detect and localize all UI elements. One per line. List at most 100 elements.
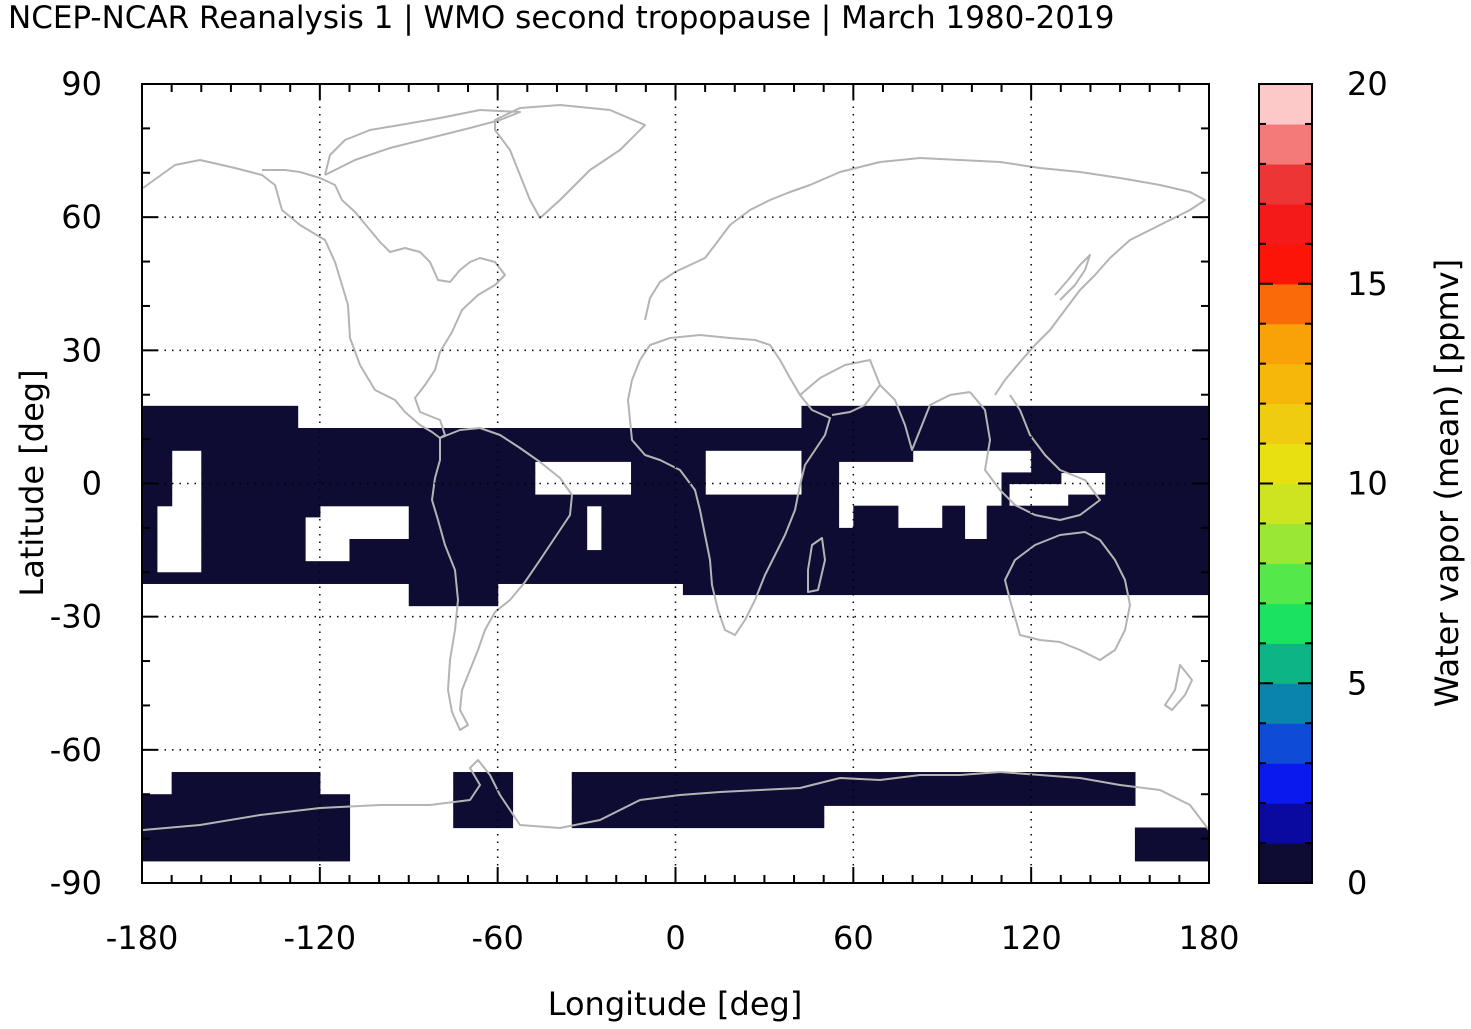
coastline-australia: [1004, 531, 1131, 661]
x-tick-label: 60: [833, 919, 874, 957]
data-cell: [142, 827, 351, 840]
data-cell: [453, 816, 514, 829]
colorbar-band: [1259, 363, 1312, 405]
y-tick-label: 0: [82, 465, 102, 503]
coastline-arctic-islands: [324, 109, 521, 176]
data-cell: [201, 450, 706, 462]
y-tick-label: -90: [50, 864, 102, 902]
coastline-africa: [627, 334, 831, 636]
data-cell: [801, 416, 1210, 429]
colorbar-band: [1259, 563, 1312, 604]
data-cell: [142, 516, 158, 529]
data-cell: [986, 516, 1210, 529]
data-cell: [1001, 494, 1010, 507]
data-cell: [453, 772, 514, 784]
y-tick-label: 90: [61, 65, 102, 103]
data-cell: [142, 450, 173, 462]
coastline-madagascar: [807, 537, 826, 593]
data-cell: [801, 483, 840, 496]
colorbar-band: [1259, 323, 1312, 365]
data-cell: [349, 550, 1210, 562]
data-cell: [142, 849, 351, 862]
data-cell: [201, 472, 536, 485]
x-tick-label: 180: [1178, 919, 1239, 957]
data-cell: [801, 461, 840, 474]
data-cell: [142, 405, 299, 418]
coastline-antarctica: [142, 759, 1210, 831]
colorbar-tick-label: 10: [1347, 465, 1388, 503]
colorbar: [1259, 84, 1312, 884]
data-cell: [631, 483, 706, 496]
data-cell: [601, 505, 840, 518]
colorbar-tick-label: 15: [1347, 265, 1388, 303]
data-cells-layer: [142, 405, 1210, 862]
colorbar-band: [1259, 763, 1312, 804]
colorbar-band: [1259, 283, 1312, 325]
colorbar-band: [1259, 603, 1312, 644]
data-cell: [408, 527, 588, 540]
coastlines-layer: [142, 104, 1210, 831]
colorbar-band: [1259, 203, 1312, 245]
data-cell: [142, 572, 1210, 584]
data-cell: [1001, 483, 1010, 496]
data-cell: [1134, 827, 1210, 840]
data-cell: [142, 461, 173, 474]
data-cell: [1105, 472, 1210, 485]
colorbar-ticks: [1259, 83, 1312, 884]
data-cell: [1031, 450, 1210, 462]
colorbar-band: [1259, 84, 1312, 125]
colorbar-tick-label: 20: [1347, 65, 1388, 103]
data-cell: [349, 538, 588, 551]
colorbar-band: [1259, 483, 1312, 525]
data-cell: [631, 472, 706, 485]
data-cell: [571, 816, 825, 829]
data-cell: [1134, 849, 1210, 862]
y-tick-labels: -90 -60 -30 0 30 60 90: [50, 65, 102, 902]
colorbar-band: [1259, 243, 1312, 285]
data-cell: [201, 505, 321, 518]
x-axis-label: Longitude [deg]: [548, 985, 803, 1023]
data-cell: [142, 494, 173, 507]
chart-title: NCEP-NCAR Reanalysis 1 | WMO second trop…: [8, 0, 1115, 36]
data-cell: [201, 550, 306, 562]
colorbar-band: [1259, 403, 1312, 445]
data-cell: [142, 416, 299, 429]
data-cell: [201, 516, 306, 529]
data-cell: [631, 461, 706, 474]
data-cell: [453, 805, 514, 818]
colorbar-band: [1259, 123, 1312, 165]
data-cell: [1134, 838, 1210, 851]
colorbar-band: [1259, 723, 1312, 764]
data-cell: [601, 527, 966, 540]
coastline-europe-asia-north: [644, 157, 1206, 396]
data-cell: [201, 538, 306, 551]
y-tick-label: -30: [50, 598, 102, 636]
data-cell: [1031, 461, 1210, 474]
colorbar-band: [1259, 443, 1312, 485]
colorbar-tick-label: 5: [1347, 664, 1367, 702]
data-cell: [201, 461, 536, 474]
grid-layer: [142, 84, 1209, 883]
data-cell: [801, 472, 840, 485]
axis-ticks-layer: [141, 83, 1210, 884]
coastline-southeast-asia: [969, 391, 1101, 521]
coastline-south-america: [431, 427, 573, 731]
data-cell: [142, 527, 158, 540]
colorbar-band: [1259, 843, 1312, 884]
data-cell: [986, 505, 1210, 518]
data-cell: [1068, 494, 1210, 507]
coastline-north-america: [142, 159, 506, 439]
data-cell: [142, 838, 351, 851]
data-cell: [408, 583, 499, 596]
colorbar-band: [1259, 163, 1312, 205]
data-cell: [942, 516, 966, 529]
colorbar-band: [1259, 643, 1312, 684]
colorbar-band: [1259, 683, 1312, 724]
data-cell: [142, 472, 173, 485]
data-cell: [142, 538, 158, 551]
data-cell: [853, 505, 899, 518]
data-cell: [571, 805, 825, 818]
data-cell: [142, 561, 158, 573]
colorbar-label: Water vapor (mean) [ppmv]: [1428, 259, 1466, 707]
